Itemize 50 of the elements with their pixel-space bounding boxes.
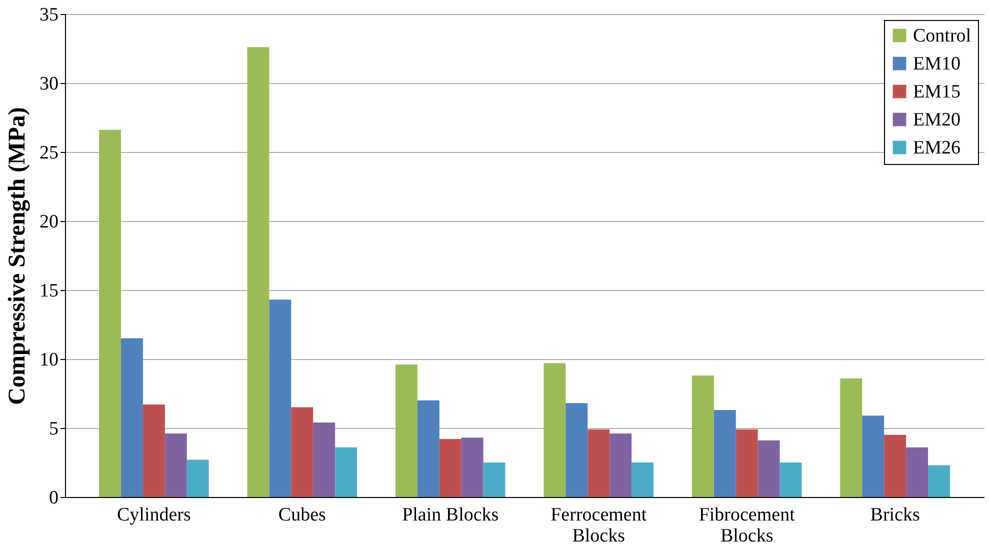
x-tick-label: Fibrocement Blocks: [698, 504, 796, 546]
x-tick-label: Bricks: [870, 504, 920, 526]
bar: [291, 407, 314, 497]
bar: [461, 438, 484, 497]
bar: [884, 434, 906, 497]
legend-label: EM10: [913, 54, 960, 74]
bar: [142, 404, 165, 497]
bar: [862, 416, 884, 497]
y-tick-label: 5: [49, 418, 58, 440]
bar: [632, 462, 654, 497]
y-tick-label: 25: [40, 142, 58, 164]
bar: [335, 447, 358, 497]
y-tick-label: 15: [40, 280, 58, 302]
bar: [417, 400, 440, 497]
bar: [269, 300, 292, 497]
bar: [588, 429, 610, 497]
legend-label: EM26: [913, 138, 960, 158]
x-tick-label: Cylinders: [116, 504, 191, 526]
bar: [566, 403, 588, 497]
bar: [164, 434, 187, 497]
bar: [928, 465, 950, 497]
bar: [439, 439, 462, 497]
bar: [714, 410, 736, 497]
bar: [120, 338, 143, 497]
y-tick-label: 20: [40, 212, 58, 232]
legend-label: EM20: [913, 110, 960, 130]
x-tick-label: Ferrocement Blocks: [550, 504, 648, 546]
bar: [395, 364, 418, 497]
bar: [247, 47, 270, 497]
bar: [99, 130, 121, 497]
bar: [736, 429, 758, 497]
bar: [780, 462, 802, 497]
bar: [186, 460, 209, 497]
bar: [840, 378, 862, 497]
legend-label: EM15: [913, 82, 960, 102]
y-tick-label: 0: [49, 488, 58, 508]
y-axis-title: Compressive Strength (MPa): [4, 107, 30, 405]
bar: [483, 462, 506, 497]
bar: [544, 363, 566, 497]
y-tick-label: 10: [40, 350, 58, 370]
bar: [906, 447, 928, 497]
bar: [313, 422, 336, 497]
y-tick-label: 30: [40, 74, 58, 94]
bar: [758, 440, 780, 497]
y-tick-label: 35: [40, 4, 58, 26]
legend-label: Control: [913, 26, 972, 46]
x-tick-label: Plain Blocks: [402, 504, 499, 526]
bar: [692, 376, 714, 497]
x-tick-label: Cubes: [278, 504, 326, 526]
bar: [610, 434, 632, 497]
